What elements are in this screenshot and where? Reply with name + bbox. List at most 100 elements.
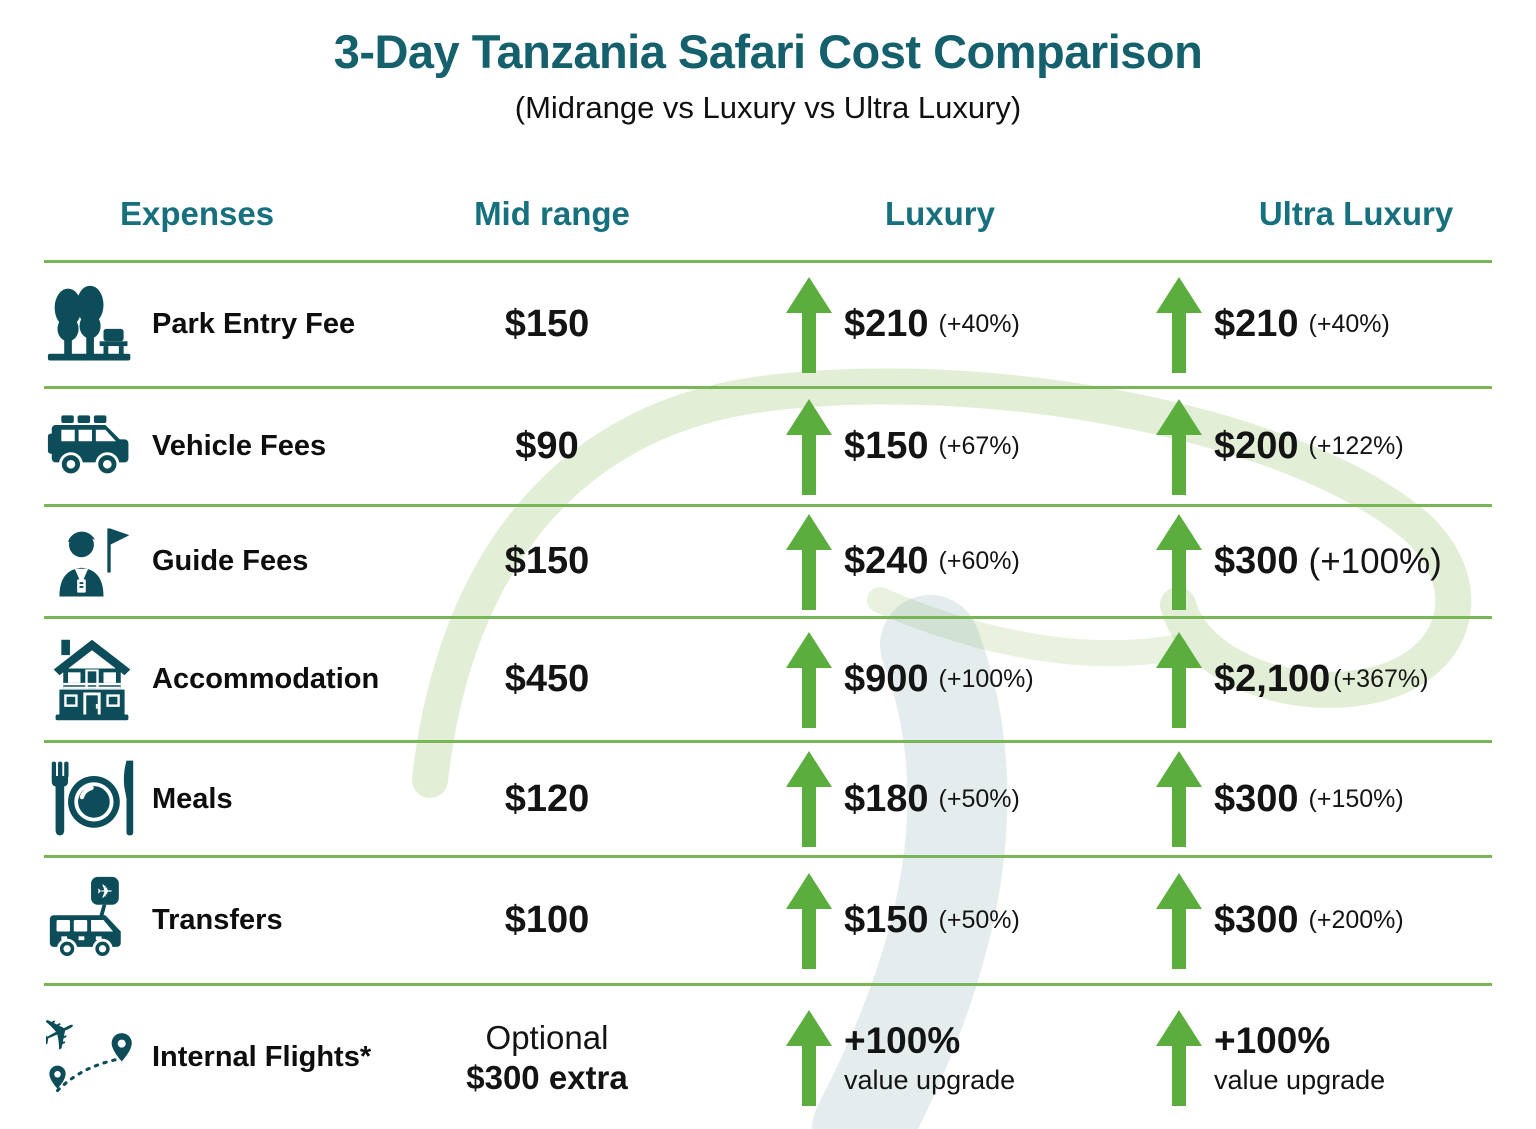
percent-increase: (+100%): [938, 665, 1034, 693]
price-value: $200: [1214, 425, 1299, 467]
page-header: 3-Day Tanzania Safari Cost Comparison (M…: [0, 0, 1536, 126]
up-arrow-icon: [786, 398, 832, 495]
column-header-ultra-luxury: Ultra Luxury: [1258, 195, 1454, 232]
expense-label: Internal Flights*: [152, 1041, 372, 1073]
up-arrow-icon: [786, 513, 832, 610]
svg-text:✈: ✈: [97, 880, 113, 903]
price-value: $300: [1214, 777, 1299, 820]
midrange-value: Optional $300 extra: [382, 1019, 712, 1097]
midrange-value: $90: [382, 425, 712, 468]
up-arrow-icon: [1156, 751, 1202, 847]
luxury-value: $180 (+50%): [770, 751, 1140, 847]
percent-increase: (+367%): [1333, 665, 1429, 693]
expense-label: Vehicle Fees: [152, 430, 327, 462]
midrange-price: $150: [504, 303, 590, 345]
column-header-midrange: Mid range: [474, 195, 630, 232]
page-title: 3-Day Tanzania Safari Cost Comparison: [333, 25, 1203, 78]
ultra-luxury-value: $210 (+40%): [1140, 276, 1492, 373]
price-value: $210: [844, 303, 929, 345]
up-arrow-icon: [1156, 398, 1202, 495]
expense-cell: Meals: [44, 753, 440, 845]
expense-label: Transfers: [152, 904, 283, 936]
ultra-luxury-value: +100% value upgrade: [1140, 1009, 1492, 1106]
luxury-value: $150 (+67%): [770, 398, 1140, 495]
luxury-value: +100% value upgrade: [770, 1009, 1140, 1106]
percent-increase: (+150%): [1308, 784, 1404, 813]
price-value: $900: [844, 658, 929, 700]
luxury-value: $210 (+40%): [770, 276, 1140, 373]
table-row-transfers: ✈ Transfers $100 $150 (+50%) $300 (+200%): [44, 855, 1492, 983]
price-value: $240: [844, 540, 929, 582]
midrange-value: $100: [382, 899, 712, 942]
midrange-price: $120: [504, 777, 590, 820]
up-arrow-icon: [1156, 1009, 1202, 1106]
expense-label: Meals: [152, 782, 233, 815]
midrange-price: $450: [504, 658, 590, 700]
up-arrow-icon: [1156, 276, 1202, 373]
safari-jeep-icon: [44, 401, 140, 493]
ultra-luxury-value: $2,100 (+367%): [1140, 631, 1492, 728]
price-subtext: value upgrade: [844, 1064, 1016, 1095]
ultra-luxury-value: $200 (+122%): [1140, 398, 1492, 495]
percent-increase: (+122%): [1308, 432, 1404, 460]
percent-increase: (+67%): [938, 432, 1020, 460]
price-value: $210: [1214, 303, 1299, 345]
table-row-meals: Meals $120 $180 (+50%) $300 (+150%): [44, 740, 1492, 855]
expense-label: Accommodation: [152, 663, 380, 695]
midrange-value: $120: [382, 778, 712, 821]
up-arrow-icon: [1156, 513, 1202, 610]
ultra-luxury-value: $300 (+150%): [1140, 751, 1492, 847]
expense-cell: Guide Fees: [44, 516, 440, 608]
midrange-price: $90: [515, 425, 579, 467]
column-header-luxury: Luxury: [884, 195, 996, 232]
luxury-value: $150 (+50%): [770, 872, 1140, 969]
midrange-value: $150: [382, 303, 712, 346]
up-arrow-icon: [786, 276, 832, 373]
price-subtext: value upgrade: [1214, 1064, 1386, 1095]
price-value: $180: [844, 777, 929, 820]
cost-comparison-table: Expenses Mid range Luxury Ultra Luxury P…: [44, 168, 1492, 1129]
ultra-luxury-value: $300 (+200%): [1140, 872, 1492, 969]
table-row-guide-fees: Guide Fees $150 $240 (+60%) $300 (+100%): [44, 504, 1492, 616]
up-arrow-icon: [1156, 872, 1202, 969]
flight-route-icon: ✈: [44, 1012, 140, 1104]
percent-increase: (+40%): [938, 310, 1020, 338]
shuttle-bus-icon: ✈: [44, 875, 140, 967]
up-arrow-icon: [786, 1009, 832, 1106]
lodge-house-icon: [44, 634, 140, 726]
percent-increase: (+60%): [938, 547, 1020, 575]
midrange-line2: $300 extra: [466, 1058, 628, 1096]
meals-icon: [44, 753, 140, 845]
svg-text:✈: ✈: [46, 1012, 87, 1066]
price-value: +100%: [1214, 1019, 1331, 1061]
up-arrow-icon: [786, 872, 832, 969]
midrange-price: $100: [504, 899, 590, 941]
column-header-expenses: Expenses: [119, 195, 275, 232]
page-subtitle: (Midrange vs Luxury vs Ultra Luxury): [514, 89, 1022, 125]
tour-guide-icon: [44, 516, 140, 608]
midrange-line1: Optional: [485, 1018, 609, 1056]
table-row-internal-flights: ✈ Internal Flights* Optional $300 extra +…: [44, 983, 1492, 1129]
price-value: $150: [844, 425, 929, 467]
percent-increase: (+50%): [938, 784, 1020, 813]
expense-cell: Accommodation: [44, 634, 440, 726]
midrange-price: $150: [504, 540, 590, 582]
expense-cell: Vehicle Fees: [44, 401, 440, 493]
expense-label: Park Entry Fee: [152, 308, 356, 340]
price-value: $150: [844, 899, 929, 941]
midrange-value: $150: [382, 540, 712, 583]
percent-increase: (+50%): [938, 906, 1020, 934]
table-row-park-entry-fee: Park Entry Fee $150 $210 (+40%) $210 (+40%…: [44, 260, 1492, 386]
luxury-value: $240 (+60%): [770, 513, 1140, 610]
percent-increase: (+40%): [1308, 310, 1390, 338]
expense-cell: ✈ Internal Flights*: [44, 1012, 440, 1104]
luxury-value: $900 (+100%): [770, 631, 1140, 728]
expense-cell: Park Entry Fee: [44, 279, 440, 371]
up-arrow-icon: [786, 631, 832, 728]
table-row-accommodation: Accommodation $450 $900 (+100%) $2,100 (+3…: [44, 616, 1492, 740]
expense-label: Guide Fees: [152, 545, 309, 577]
up-arrow-icon: [1156, 631, 1202, 728]
percent-increase: (+100%): [1308, 541, 1442, 581]
table-row-vehicle-fees: Vehicle Fees $90 $150 (+67%) $200 (+122%): [44, 386, 1492, 504]
